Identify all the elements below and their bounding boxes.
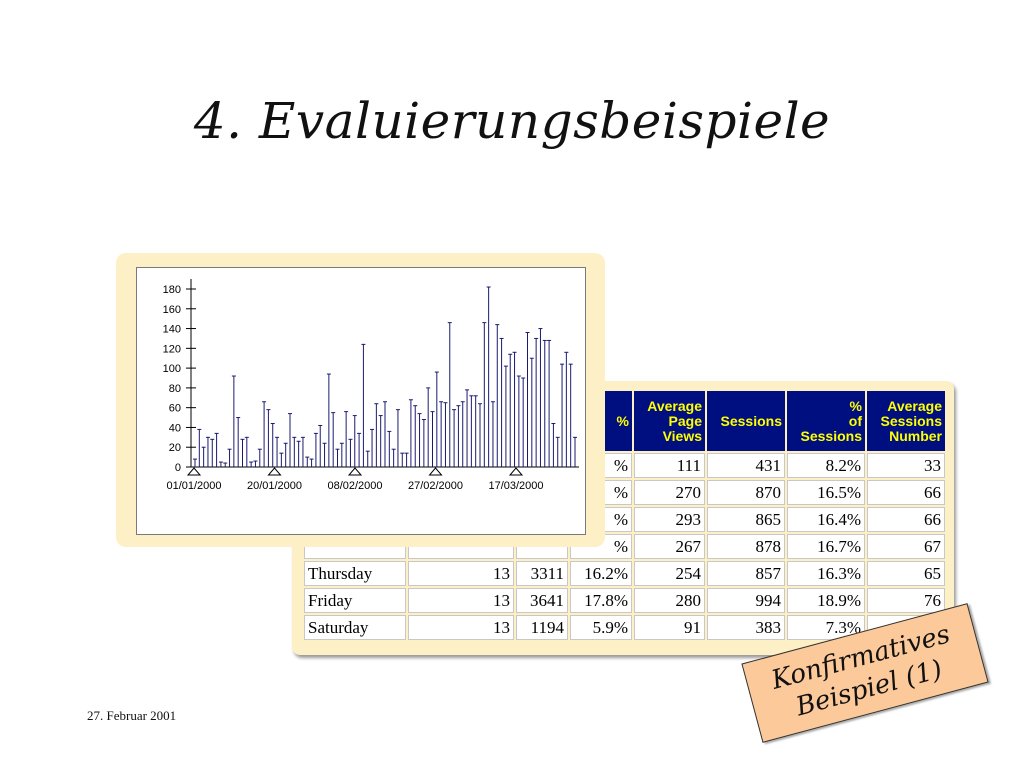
header-average-sessions-number: Average Sessions Number [867, 391, 945, 451]
y-tick-label: 120 [163, 343, 181, 355]
table-cell-sessions: 878 [707, 534, 785, 559]
y-tick-label: 80 [169, 383, 181, 395]
table-row: Saturday 13 1194 5.9% 91 383 7.3% [304, 615, 945, 640]
slide-title: 4. Evaluierungsbeispiele [193, 92, 831, 150]
table-cell-avg_sessions: 66 [867, 480, 945, 505]
chart-frame: 0 20 40 60 80 100 120 140 160 180 01/01/2000 20/01/… [136, 267, 586, 535]
table-cell-sessions: 994 [707, 588, 785, 613]
table-cell-pct_sessions: 7.3% [787, 615, 865, 640]
table-cell-apv: 267 [634, 534, 705, 559]
table-row: Thursday 13 3311 16.2% 254 857 16.3% 65 [304, 561, 945, 586]
table-cell-c1: 13 [408, 561, 514, 586]
x-tick-marker [428, 467, 443, 476]
y-tick-label: 160 [163, 304, 181, 316]
table-cell-avg_sessions: 65 [867, 561, 945, 586]
table-cell-c2: 3641 [516, 588, 568, 613]
y-tick-label: 180 [163, 284, 181, 296]
x-tick-label: 08/02/2000 [327, 480, 382, 492]
y-tick-label: 40 [169, 422, 181, 434]
y-tick-label: 20 [169, 442, 181, 454]
header-sessions: Sessions [707, 391, 785, 451]
y-tick-label: 100 [163, 363, 181, 375]
table-cell-apv: 293 [634, 507, 705, 532]
table-row: Friday 13 3641 17.8% 280 994 18.9% 76 [304, 588, 945, 613]
table-cell-apv: 254 [634, 561, 705, 586]
table-cell-sessions: 870 [707, 480, 785, 505]
table-cell-c2: 3311 [516, 561, 568, 586]
table-cell-c3: 5.9% [570, 615, 632, 640]
x-tick-marker [267, 467, 282, 476]
table-cell-apv: 111 [634, 453, 705, 478]
y-tick-label: 140 [163, 324, 181, 336]
table-cell-pct_sessions: 8.2% [787, 453, 865, 478]
y-tick-label: 60 [169, 403, 181, 415]
table-cell-c1: 13 [408, 588, 514, 613]
table-cell-apv: 270 [634, 480, 705, 505]
x-tick-marker [508, 467, 524, 476]
table-cell-sessions: 857 [707, 561, 785, 586]
table-cell-pct_sessions: 18.9% [787, 588, 865, 613]
y-tick-label: 0 [175, 462, 181, 474]
table-cell-apv: 280 [634, 588, 705, 613]
table-cell-c3: 17.8% [570, 588, 632, 613]
x-tick-label: 17/03/2000 [488, 480, 543, 492]
table-cell-avg_sessions: 66 [867, 507, 945, 532]
x-tick-label: 27/02/2000 [408, 480, 463, 492]
table-cell-avg_sessions: 33 [867, 453, 945, 478]
table-cell-pct_sessions: 16.7% [787, 534, 865, 559]
table-cell-avg_sessions: 76 [867, 588, 945, 613]
table-cell-pct_sessions: 16.4% [787, 507, 865, 532]
table-cell-day: Friday [304, 588, 406, 613]
table-cell-avg_sessions: 67 [867, 534, 945, 559]
bar-chart: 0 20 40 60 80 100 120 140 160 180 01/01/2000 20/01/… [163, 279, 579, 492]
x-tick-marker [347, 467, 363, 476]
chart-panel: 0 20 40 60 80 100 120 140 160 180 01/01/2000 20/01/… [116, 253, 605, 547]
x-tick-marker [186, 467, 202, 476]
table-cell-day: Saturday [304, 615, 406, 640]
table-cell-sessions: 383 [707, 615, 785, 640]
table-cell-c2: 1194 [516, 615, 568, 640]
header-average-page-views: Average Page Views [634, 391, 705, 451]
x-tick-label: 01/01/2000 [166, 480, 221, 492]
footer-date: 27. Februar 2001 [87, 708, 177, 723]
x-tick-label: 20/01/2000 [247, 480, 302, 492]
header-percent-sessions: % of Sessions [787, 391, 865, 451]
table-cell-pct_sessions: 16.5% [787, 480, 865, 505]
table-cell-sessions: 431 [707, 453, 785, 478]
table-cell-apv: 91 [634, 615, 705, 640]
table-cell-day: Thursday [304, 561, 406, 586]
table-cell-c3: 16.2% [570, 561, 632, 586]
table-cell-pct_sessions: 16.3% [787, 561, 865, 586]
table-cell-c1: 13 [408, 615, 514, 640]
table-cell-sessions: 865 [707, 507, 785, 532]
